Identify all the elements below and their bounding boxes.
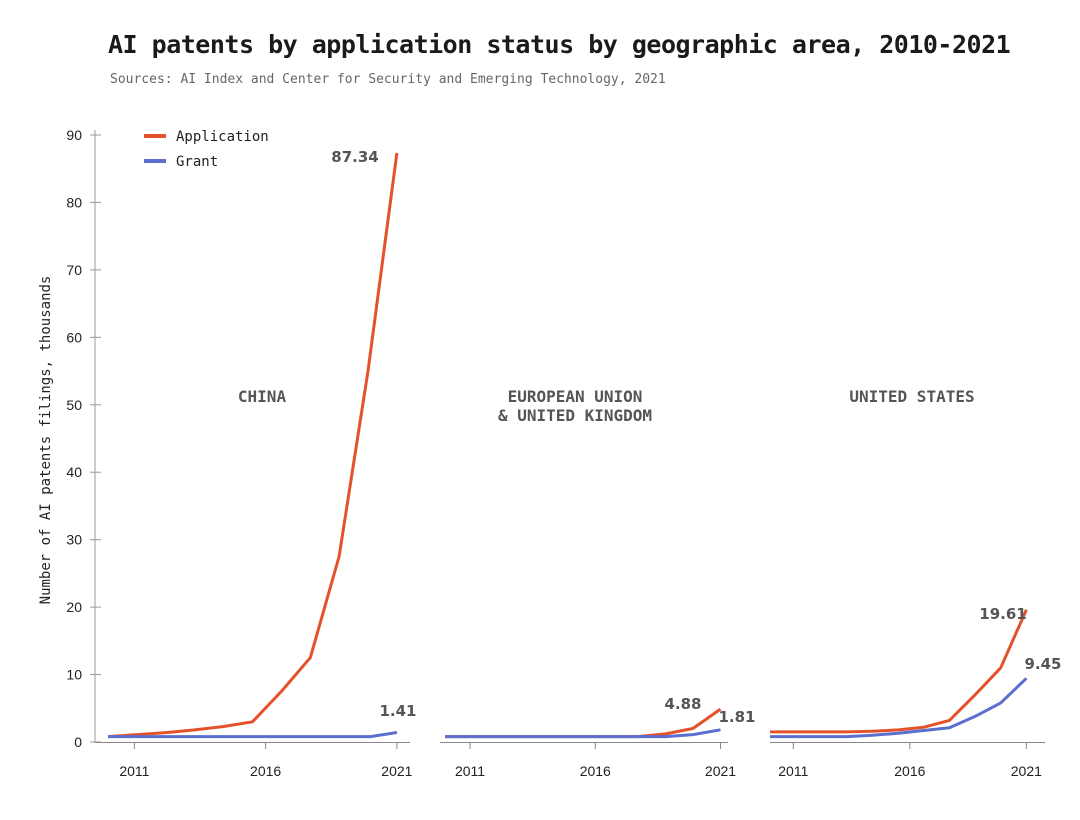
y-tick-label: 20 [66, 599, 82, 615]
x-tick-label: 2011 [778, 763, 808, 779]
x-tick-label: 2021 [705, 763, 736, 779]
series-line-application [445, 707, 722, 739]
x-tick-label: 2011 [119, 763, 149, 779]
panel-label: & UNITED KINGDOM [498, 406, 652, 425]
data-label-application: 87.34 [331, 148, 378, 166]
series-line-application [770, 609, 1028, 734]
panel-label: UNITED STATES [849, 387, 974, 406]
data-label-grant: 1.41 [379, 702, 416, 720]
panel-label: EUROPEAN UNION [508, 387, 643, 406]
chart-title: AI patents by application status by geog… [108, 30, 1011, 59]
y-tick-label: 40 [66, 464, 82, 480]
data-label-application: 4.88 [664, 695, 701, 713]
x-tick-label: 2016 [894, 763, 925, 779]
data-label-application: 19.61 [979, 605, 1026, 623]
series-line-application [107, 152, 399, 739]
y-tick-label: 80 [66, 194, 82, 210]
series-line-grant [770, 677, 1028, 739]
series-line-grant [445, 728, 721, 739]
x-tick-label: 2016 [580, 763, 611, 779]
y-tick-label: 50 [66, 397, 82, 413]
x-tick-label: 2011 [455, 763, 485, 779]
legend-label-grant: Grant [176, 154, 218, 170]
legend-label-application: Application [176, 129, 269, 145]
data-label-grant: 1.81 [718, 708, 755, 726]
y-tick-label: 60 [66, 329, 82, 345]
series-line-grant [108, 731, 398, 739]
x-tick-label: 2021 [381, 763, 412, 779]
y-tick-label: 30 [66, 532, 82, 548]
y-tick-label: 0 [74, 734, 82, 750]
chart-subtitle: Sources: AI Index and Center for Securit… [110, 72, 666, 87]
y-tick-label: 70 [66, 262, 82, 278]
data-label-grant: 9.45 [1024, 655, 1061, 673]
x-tick-label: 2021 [1011, 763, 1042, 779]
panel-label: CHINA [238, 387, 287, 406]
y-axis-label: Number of AI patents filings, thousands [38, 276, 54, 605]
y-tick-label: 10 [66, 667, 82, 683]
y-tick-label: 90 [66, 127, 82, 143]
x-tick-label: 2016 [250, 763, 281, 779]
